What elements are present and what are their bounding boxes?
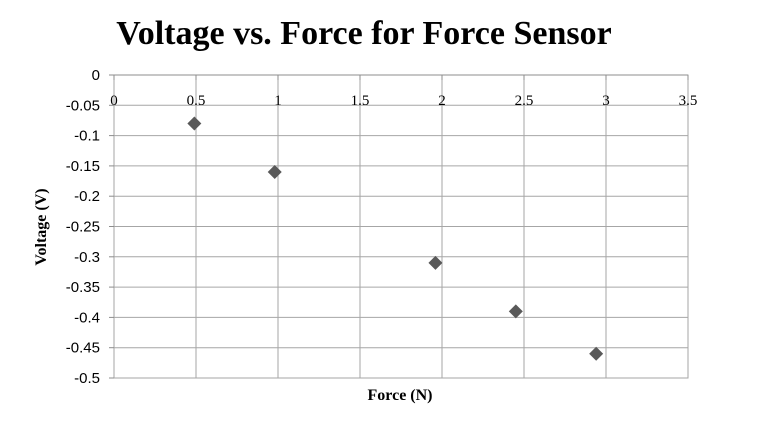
data-point: [508, 304, 523, 319]
y-tick-label: -0.5: [74, 370, 100, 387]
gridlines: [114, 74, 689, 379]
y-tick-label: -0.1: [74, 128, 100, 145]
y-axis-ticks: 0 -0.05 -0.1 -0.15 -0.2 -0.25 -0.3 -0.35 -0.4 -0.…: [66, 67, 114, 387]
x-tick-label: 1.5: [351, 93, 370, 109]
y-tick-label: -0.2: [74, 188, 100, 205]
x-tick-label: 3: [602, 93, 610, 109]
chart-title: Voltage vs. Force for Force Sensor: [116, 15, 611, 52]
data-points: [187, 116, 604, 361]
y-tick-label: 0: [92, 67, 100, 84]
y-tick-label: -0.05: [66, 97, 100, 114]
data-point: [187, 116, 202, 131]
data-point: [428, 255, 443, 270]
y-tick-label: -0.25: [66, 219, 100, 236]
data-point: [589, 346, 604, 361]
x-tick-label: 0.5: [187, 93, 206, 109]
y-tick-label: -0.3: [74, 249, 100, 266]
x-tick-label: 0: [110, 93, 118, 109]
y-axis-title: Voltage (V): [33, 188, 50, 265]
y-tick-label: -0.45: [66, 340, 100, 357]
y-tick-label: -0.4: [74, 309, 100, 326]
y-tick-label: -0.35: [66, 279, 100, 296]
x-axis-title: Force (N): [368, 387, 433, 404]
x-tick-label: 1: [274, 93, 282, 109]
x-tick-label: 2: [438, 93, 446, 109]
x-tick-label: 2.5: [515, 93, 534, 109]
x-axis-ticks: 0 0.5 1 1.5 2 2.5 3 3.5: [110, 75, 697, 109]
data-point: [267, 164, 282, 179]
y-tick-label: -0.15: [66, 158, 100, 175]
x-tick-label: 3.5: [679, 93, 698, 109]
